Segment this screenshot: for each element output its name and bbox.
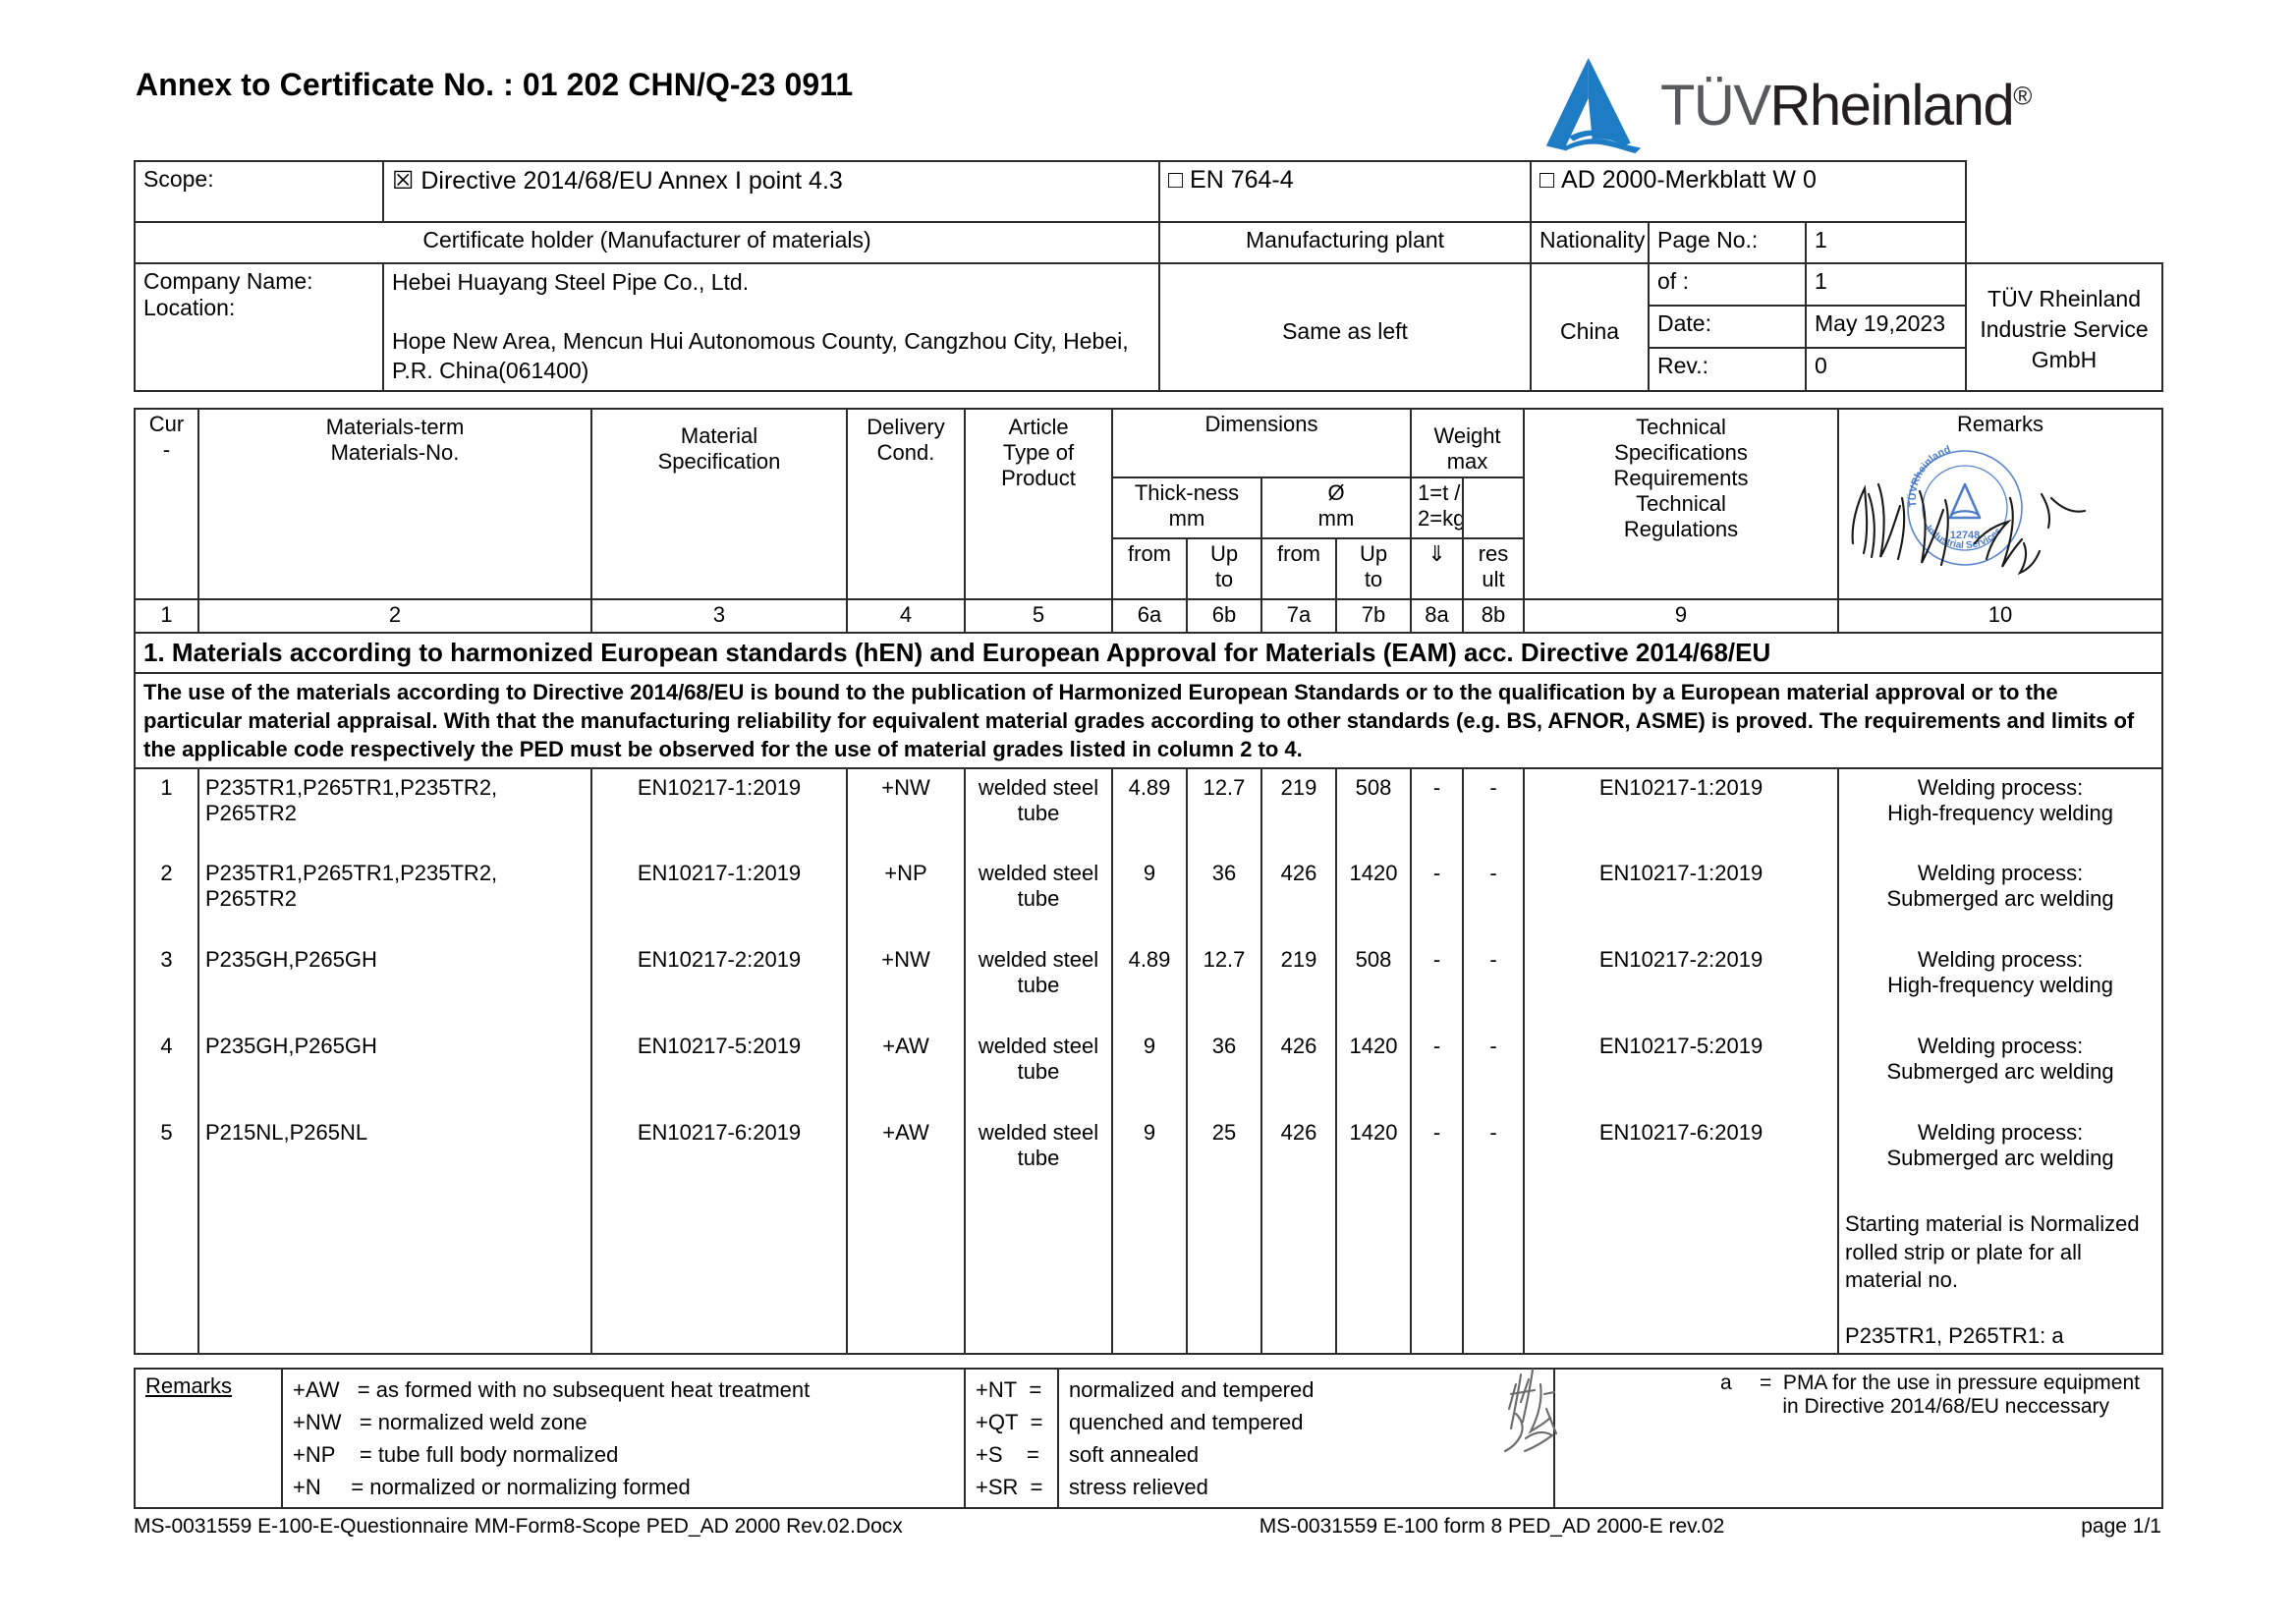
svg-text:TÜVRheinland: TÜVRheinland bbox=[1906, 443, 1952, 507]
